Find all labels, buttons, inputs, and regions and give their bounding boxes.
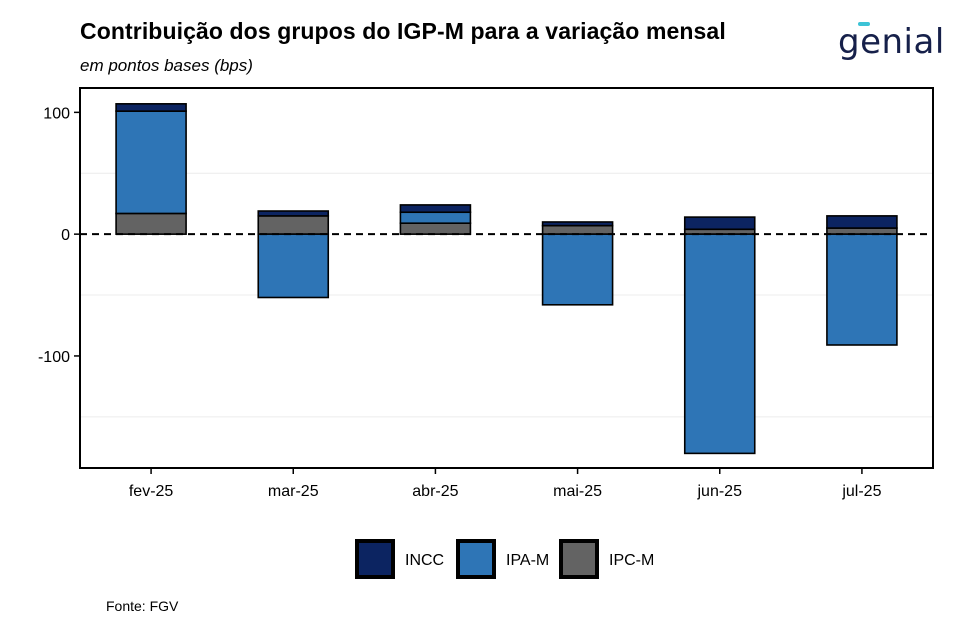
source-note: Fonte: FGV	[106, 598, 179, 614]
bar-ipc-m-fev-25	[115, 212, 187, 235]
plot-frame	[79, 87, 934, 469]
legend-swatch-ipa-m	[456, 539, 496, 579]
x-axis: fev-25 mar-25 abr-25 mai-25 jun-25 jul-25	[129, 468, 882, 500]
legend-swatch-ipc-m	[559, 539, 599, 579]
bar-ipa-m-mai-25	[541, 233, 614, 306]
x-tick-label: mar-25	[268, 483, 319, 500]
bar-ipa-m-jul-25	[826, 233, 898, 346]
bar-incc-abr-25	[399, 204, 472, 214]
bar-ipa-m-fev-25	[115, 110, 187, 215]
bar-incc-jul-25	[826, 215, 898, 229]
legend-swatch-incc	[355, 539, 395, 579]
logo-text: genial	[838, 22, 945, 62]
legend-label: IPC-M	[609, 552, 654, 569]
x-tick-label: abr-25	[412, 483, 458, 500]
bar-ipc-m-mar-25	[257, 215, 330, 235]
y-tick-label: 0	[61, 227, 70, 244]
legend-label: INCC	[405, 552, 444, 569]
y-tick-label: -100	[38, 349, 70, 366]
bar-ipa-m-abr-25	[399, 211, 472, 224]
grid-lines	[80, 172, 933, 418]
bar-ipc-m-mai-25	[541, 224, 614, 235]
genial-logo: genial	[838, 22, 945, 62]
logo-accent	[858, 22, 870, 26]
bar-incc-mar-25	[257, 210, 330, 217]
y-axis: 100 0 -100	[38, 105, 80, 366]
bar-ipa-m-jun-25	[683, 233, 756, 455]
legend: INCC IPA-M IPC-M	[355, 539, 654, 579]
bar-incc-mai-25	[541, 221, 614, 227]
legend-label: IPA-M	[506, 552, 549, 569]
y-tick-label: 100	[43, 105, 70, 122]
chart-title: Contribuição dos grupos do IGP-M para a …	[80, 18, 726, 44]
x-tick-label: fev-25	[129, 483, 174, 500]
chart-subtitle: em pontos bases (bps)	[80, 56, 253, 75]
x-tick-label: jun-25	[697, 483, 743, 500]
x-tick-label: mai-25	[553, 483, 602, 500]
bars	[115, 103, 898, 455]
bar-incc-fev-25	[115, 103, 187, 112]
bar-ipc-m-abr-25	[399, 222, 472, 235]
bar-incc-jun-25	[683, 216, 756, 231]
bar-ipa-m-mar-25	[257, 233, 330, 299]
x-tick-label: jul-25	[841, 483, 881, 500]
